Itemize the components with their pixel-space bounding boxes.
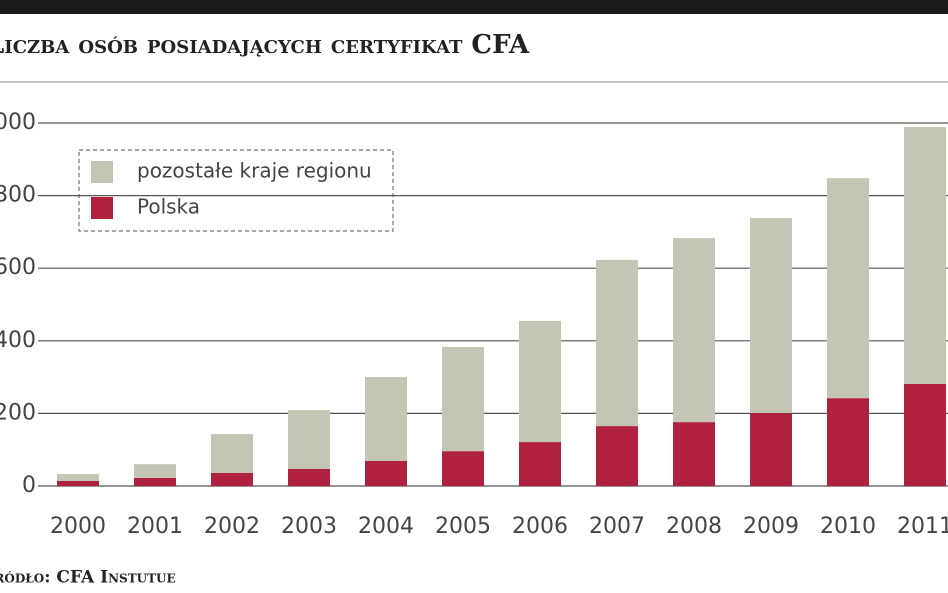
bar — [57, 474, 99, 481]
x-tick-label: 2007 — [589, 514, 645, 539]
bar — [365, 377, 407, 461]
bar — [134, 478, 176, 486]
x-tick-label: 2004 — [358, 514, 414, 539]
y-tick-label: 400 — [0, 328, 36, 353]
legend-swatch — [91, 197, 113, 219]
bar — [519, 320, 561, 443]
x-tick-label: 2011 — [897, 514, 948, 539]
x-tick-label: 2000 — [50, 514, 106, 539]
top-bar — [0, 0, 948, 14]
x-tick-label: 2010 — [820, 514, 876, 539]
bar — [596, 259, 638, 427]
legend-label: Polska — [137, 195, 200, 219]
bar — [211, 472, 253, 486]
x-tick-label: 2002 — [204, 514, 260, 539]
bar — [827, 398, 869, 486]
bar — [750, 413, 792, 486]
x-tick-label: 2001 — [127, 514, 183, 539]
bar — [904, 383, 946, 486]
source: Źródło: CFA Instutue — [0, 567, 176, 588]
bar — [827, 178, 869, 399]
bar — [596, 426, 638, 486]
x-tick-label: 2009 — [743, 514, 799, 539]
bar — [750, 218, 792, 414]
bar — [519, 442, 561, 486]
chart-title: Liczba osób posiadających certyfikat CFA — [0, 30, 530, 60]
bar — [288, 468, 330, 486]
legend-box — [78, 149, 394, 232]
bar — [365, 460, 407, 486]
y-tick-label: 800 — [0, 183, 36, 208]
bar — [57, 480, 99, 486]
y-tick-label: 200 — [0, 400, 36, 425]
bar — [288, 410, 330, 469]
y-tick-label: 1000 — [0, 110, 36, 135]
y-tick-label: 0 — [22, 473, 36, 498]
y-tick-label: 600 — [0, 255, 36, 280]
bar — [134, 464, 176, 479]
x-tick-label: 2008 — [666, 514, 722, 539]
bar — [442, 346, 484, 452]
bar — [904, 126, 946, 384]
legend-label: pozostałe kraje regionu — [137, 159, 372, 183]
legend-swatch — [91, 161, 113, 183]
x-tick-label: 2003 — [281, 514, 337, 539]
bar — [673, 422, 715, 486]
bar — [673, 238, 715, 423]
bar — [442, 451, 484, 486]
bar — [211, 434, 253, 473]
x-tick-label: 2005 — [435, 514, 491, 539]
x-tick-label: 2006 — [512, 514, 568, 539]
